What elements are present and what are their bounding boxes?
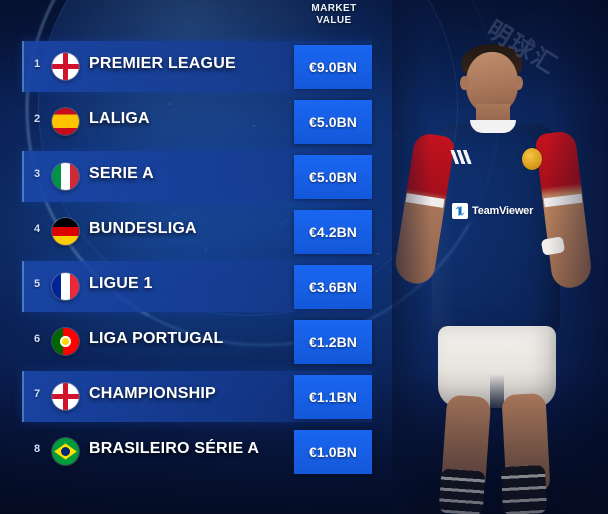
market-value-text: €4.2BN xyxy=(308,224,358,240)
market-value-box: €3.6BN xyxy=(294,265,372,309)
market-value-text: €1.1BN xyxy=(308,389,358,405)
market-value-header-line2: VALUE xyxy=(316,15,352,26)
table-row[interactable]: 5 LIGUE 1 €3.6BN xyxy=(0,261,380,316)
player-photo: TeamViewer xyxy=(392,0,608,514)
league-name: CHAMPIONSHIP xyxy=(89,385,216,402)
market-value-text: €5.0BN xyxy=(308,114,358,130)
player-ear-left xyxy=(460,76,469,90)
market-value-box: €5.0BN xyxy=(294,100,372,144)
market-value-header: MARKET VALUE xyxy=(294,3,374,27)
table-row[interactable]: 4 BUNDESLIGA €4.2BN xyxy=(0,206,380,261)
rank-number: 1 xyxy=(33,58,41,70)
market-value-text: €1.2BN xyxy=(308,334,358,350)
league-name: LIGUE 1 xyxy=(89,275,153,292)
market-value-text: €3.6BN xyxy=(308,279,358,295)
rank-number: 6 xyxy=(33,333,41,345)
rank-number: 2 xyxy=(33,113,41,125)
market-value-box: €4.2BN xyxy=(294,210,372,254)
table-row[interactable]: 6 LIGA PORTUGAL €1.2BN xyxy=(0,316,380,371)
league-ranking-table: 1 PREMIER LEAGUE €9.0BN 2 LALIGA €5.0BN 3 SERIE… xyxy=(0,41,380,481)
market-value-text: €1.0BN xyxy=(308,444,358,460)
england-flag-icon xyxy=(52,53,79,80)
table-row[interactable]: 3 SERIE A €5.0BN xyxy=(0,151,380,206)
market-value-text: €5.0BN xyxy=(308,169,358,185)
england-flag-icon xyxy=(52,383,79,410)
table-row[interactable]: 1 PREMIER LEAGUE €9.0BN xyxy=(0,41,380,96)
portugal-flag-icon xyxy=(52,328,79,355)
market-value-box: €9.0BN xyxy=(294,45,372,89)
player-ear-right xyxy=(514,76,523,90)
league-name: BRASILEIRO SÉRIE A xyxy=(89,440,260,457)
france-flag-icon xyxy=(52,273,79,300)
player-sock-right xyxy=(500,464,548,514)
table-row[interactable]: 7 CHAMPIONSHIP €1.1BN xyxy=(0,371,380,426)
market-value-box: €1.0BN xyxy=(294,430,372,474)
germany-flag-icon xyxy=(52,218,79,245)
market-value-text: €9.0BN xyxy=(308,59,358,75)
adidas-logo-icon xyxy=(448,150,474,164)
league-name: SERIE A xyxy=(89,165,154,182)
jersey-sponsor: TeamViewer xyxy=(452,200,544,222)
league-name: LIGA PORTUGAL xyxy=(89,330,224,347)
league-name: LALIGA xyxy=(89,110,150,127)
player-collar xyxy=(470,120,516,133)
rank-number: 3 xyxy=(33,168,41,180)
league-name: BUNDESLIGA xyxy=(89,220,197,237)
market-value-header-line1: MARKET xyxy=(311,3,357,14)
spain-flag-icon xyxy=(52,108,79,135)
brazil-flag-icon xyxy=(52,438,79,465)
table-row[interactable]: 2 LALIGA €5.0BN xyxy=(0,96,380,151)
player-sock-left xyxy=(438,468,486,514)
rank-number: 8 xyxy=(33,443,41,455)
league-name: PREMIER LEAGUE xyxy=(89,55,236,72)
market-value-box: €5.0BN xyxy=(294,155,372,199)
market-value-box: €1.2BN xyxy=(294,320,372,364)
italy-flag-icon xyxy=(52,163,79,190)
rank-number: 5 xyxy=(33,278,41,290)
market-value-box: €1.1BN xyxy=(294,375,372,419)
sponsor-label: TeamViewer xyxy=(472,205,534,217)
rank-number: 7 xyxy=(33,388,41,400)
sponsor-logo-icon xyxy=(452,203,468,219)
club-crest-icon xyxy=(522,148,542,170)
table-row[interactable]: 8 BRASILEIRO SÉRIE A €1.0BN xyxy=(0,426,380,481)
rank-number: 4 xyxy=(33,223,41,235)
